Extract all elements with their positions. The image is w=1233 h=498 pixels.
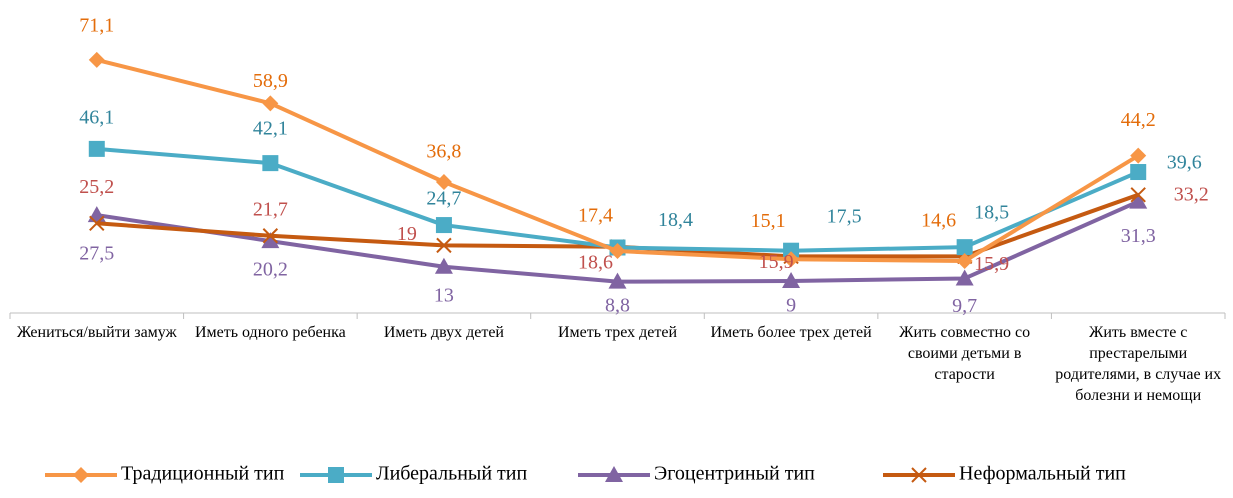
data-label: 18,6 xyxy=(578,251,613,273)
data-label: 19 xyxy=(397,223,417,245)
data-label: 15,9 xyxy=(974,253,1009,275)
x-tick-label: Иметь двух детей xyxy=(383,324,504,341)
point-marker xyxy=(88,140,105,157)
point-marker xyxy=(956,239,973,256)
data-label: 13 xyxy=(434,284,454,306)
data-label: 21,7 xyxy=(253,198,288,220)
point-marker xyxy=(609,243,626,260)
data-label: 44,2 xyxy=(1121,109,1156,131)
data-label: 27,5 xyxy=(79,243,114,265)
data-label: 17,5 xyxy=(827,205,862,227)
legend-marker xyxy=(328,467,344,483)
x-tick-label: Жить совместно со своими детьми в старос… xyxy=(899,324,1031,383)
data-label: 18,5 xyxy=(974,202,1009,224)
data-label: 33,2 xyxy=(1174,183,1209,205)
point-marker xyxy=(262,228,279,244)
point-marker xyxy=(783,242,800,259)
data-label: 18,4 xyxy=(658,209,693,231)
data-label: 39,6 xyxy=(1167,152,1202,174)
legend-marker xyxy=(73,467,89,483)
point-marker xyxy=(89,215,105,231)
data-label: 24,7 xyxy=(426,188,461,210)
point-marker xyxy=(1130,187,1146,203)
legend-label: Традиционный тип xyxy=(121,463,285,485)
point-marker xyxy=(955,269,974,286)
data-label: 14,6 xyxy=(921,210,956,232)
data-label: 15,9 xyxy=(759,251,794,273)
data-label: 31,3 xyxy=(1121,225,1156,247)
point-marker xyxy=(1129,192,1148,209)
data-label: 15,1 xyxy=(751,210,786,232)
point-marker xyxy=(783,251,800,268)
legend-marker xyxy=(605,466,623,482)
legend-label: Либеральный тип xyxy=(376,463,527,485)
data-label: 36,8 xyxy=(426,141,461,163)
point-marker xyxy=(435,217,452,234)
x-tick-label: Иметь трех детей xyxy=(557,324,678,341)
data-label: 71,1 xyxy=(79,14,114,36)
point-marker xyxy=(434,257,453,274)
point-marker xyxy=(436,237,452,254)
point-marker xyxy=(88,51,105,68)
data-label: 25,2 xyxy=(79,176,114,198)
point-marker xyxy=(956,253,973,270)
data-label: 46,1 xyxy=(79,106,114,128)
data-label: 9 xyxy=(786,295,796,317)
x-tick-label: Жениться/выйти замуж xyxy=(16,324,177,341)
point-marker xyxy=(1130,164,1147,181)
point-marker xyxy=(261,232,280,249)
data-label: 42,1 xyxy=(253,118,288,140)
legend-label: Эгоцентриный тип xyxy=(654,463,815,485)
point-marker xyxy=(608,272,627,289)
x-tick-label: Иметь одного ребенка xyxy=(194,324,346,341)
point-marker xyxy=(782,271,801,288)
x-tick-label: Иметь более трех детей xyxy=(710,324,872,341)
point-marker xyxy=(1130,147,1147,164)
point-marker xyxy=(435,173,452,190)
data-label: 58,9 xyxy=(253,70,288,92)
data-label: 9,7 xyxy=(952,295,977,317)
legend-label: Неформальный тип xyxy=(959,463,1126,485)
legend-marker xyxy=(911,467,927,483)
data-label: 8,8 xyxy=(605,294,630,316)
x-tick-label: Жить вместе с престарелыми родителями, в… xyxy=(1055,324,1222,404)
point-marker xyxy=(262,95,279,112)
data-label: 17,4 xyxy=(578,205,613,227)
point-marker xyxy=(262,155,279,172)
data-label: 20,2 xyxy=(253,259,288,281)
